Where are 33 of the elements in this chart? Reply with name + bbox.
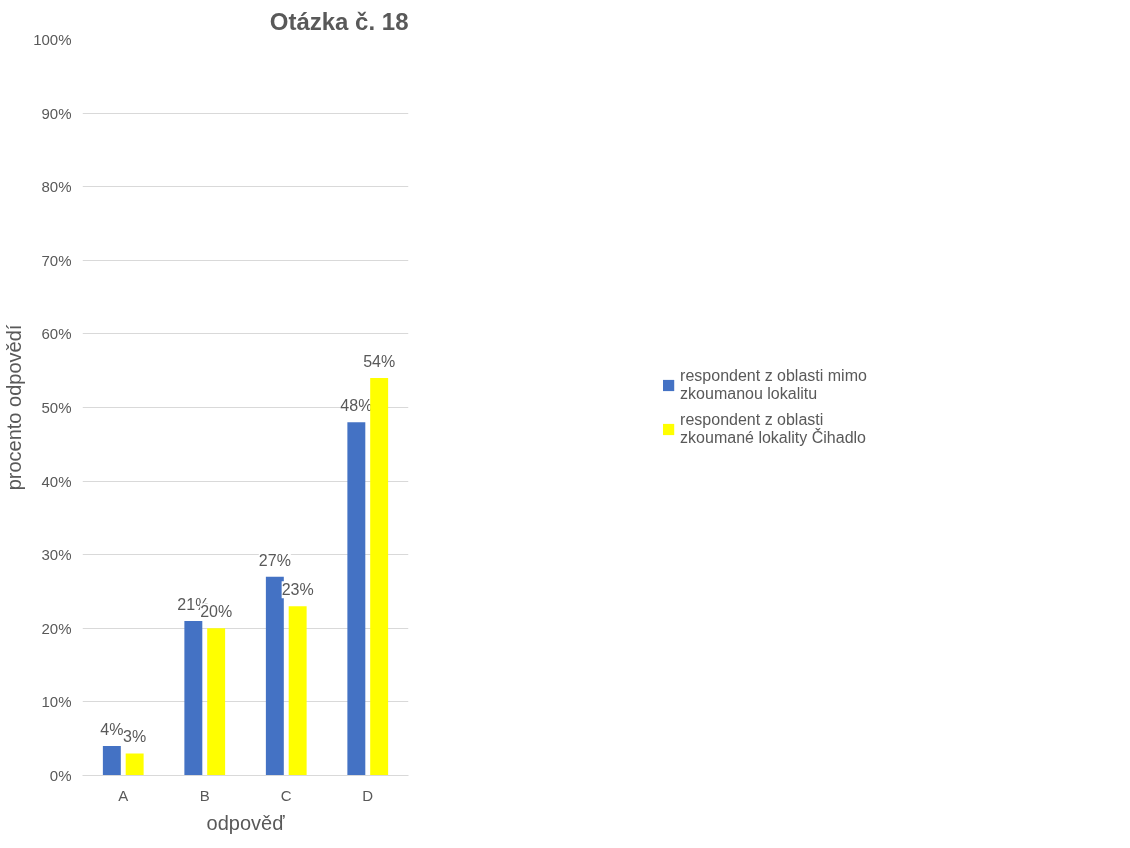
bar [207,628,226,776]
data-label: 3% [123,728,147,746]
bar [184,620,203,776]
bar [288,606,307,776]
x-tick-label: D [362,786,374,804]
data-label: 4% [100,721,124,739]
y-tick-label: 90% [41,104,72,122]
bar [265,576,284,776]
y-tick-label: 80% [41,178,72,196]
y-axis-title: procento odpovědí [3,324,26,491]
y-tick-label: 70% [41,251,72,269]
chart-title: Otázka č. 18 [269,7,409,35]
data-label: 54% [363,353,396,371]
x-tick-label: B [199,786,210,804]
y-tick-label: 0% [49,767,72,784]
data-label: 27% [258,551,291,569]
y-tick-label: 50% [41,399,72,416]
legend-label: respondent z oblasti zkoumané lokality Čihadlo [680,411,866,447]
bar [125,753,144,776]
data-label: 23% [281,581,314,599]
bar [102,746,121,776]
y-tick-label: 60% [41,325,72,343]
bar [347,422,366,776]
x-tick-label: A [118,786,129,804]
y-tick-label: 20% [41,619,72,637]
legend-label: respondent z oblasti mimo zkoumanou lokalitu [680,367,867,403]
x-axis-title: odpověď [206,811,286,834]
y-tick-label: 30% [41,546,72,564]
bar [370,378,389,776]
y-tick-label: 100% [33,31,72,48]
x-tick-label: C [280,786,292,804]
y-tick-label: 10% [41,693,72,711]
y-tick-label: 40% [41,472,72,490]
